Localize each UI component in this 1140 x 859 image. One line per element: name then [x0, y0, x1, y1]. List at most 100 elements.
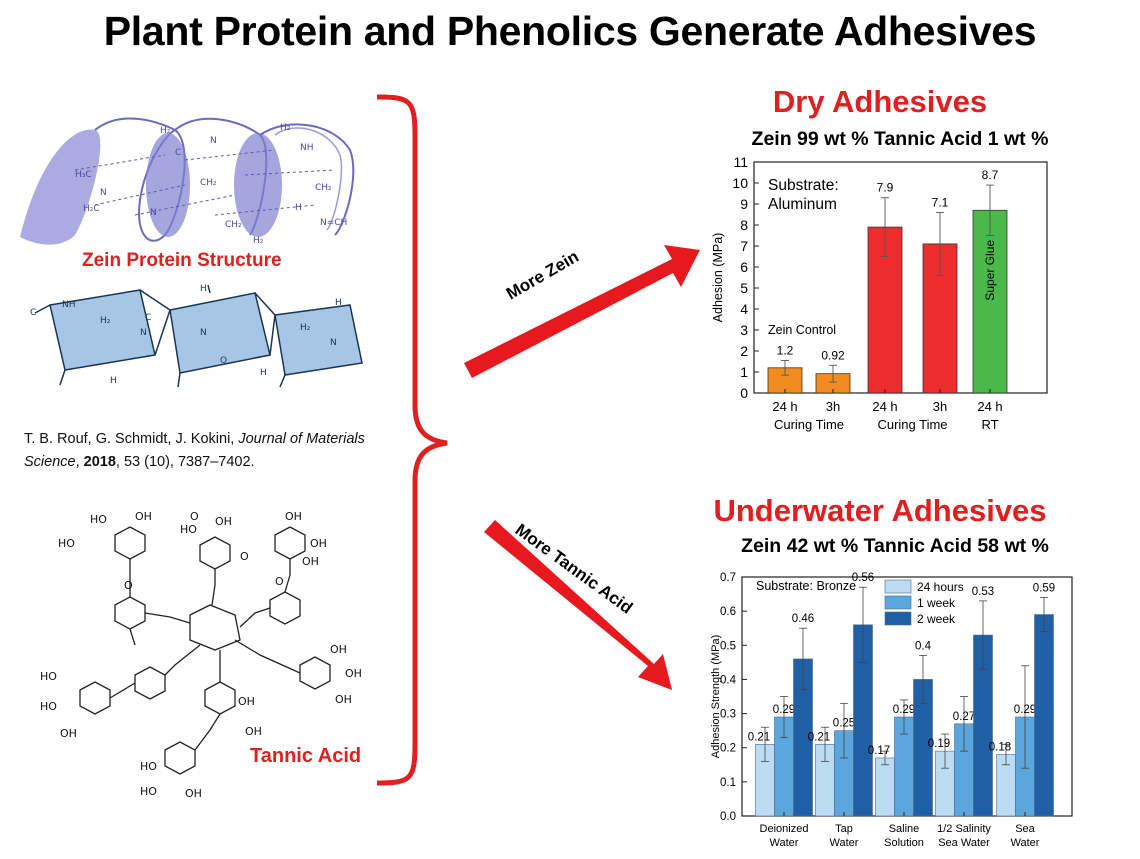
- dry-y-tick-label: 5: [740, 280, 748, 296]
- svg-text:H₂: H₂: [100, 316, 111, 326]
- svg-text:HO: HO: [40, 670, 57, 683]
- svg-text:H₂: H₂: [280, 123, 291, 133]
- dry-adhesives-title: Dry Adhesives: [772, 84, 988, 119]
- uw-y-tick-label: 0.4: [720, 674, 737, 686]
- dry-x-tick-label: 3h: [826, 399, 840, 414]
- svg-text:H: H: [110, 376, 117, 386]
- underwater-adhesives-subtitle: Zein 42 wt % Tannic Acid 58 wt %: [741, 535, 1049, 557]
- svg-text:O: O: [124, 579, 133, 592]
- underwater-adhesives-title: Underwater Adhesives: [713, 493, 1047, 528]
- svg-text:HO: HO: [140, 785, 157, 798]
- svg-text:HO: HO: [40, 700, 57, 713]
- curly-brace: [376, 94, 448, 786]
- citation: T. B. Rouf, G. Schmidt, J. Kokini, Journ…: [24, 428, 414, 474]
- uw-data-label: 0.27: [953, 711, 975, 723]
- dry-x-tick-label: 3h: [933, 399, 947, 414]
- svg-text:H: H: [335, 298, 342, 308]
- dry-data-label: 7.1: [932, 195, 949, 209]
- dry-data-label: 0.92: [821, 348, 845, 362]
- dry-data-label: 1.2: [777, 343, 794, 357]
- uw-legend-label: 1 week: [917, 596, 956, 610]
- svg-text:OH: OH: [330, 643, 347, 656]
- dry-y-tick-label: 0: [740, 385, 748, 401]
- svg-text:N: N: [210, 136, 217, 146]
- more-tannic-arrow: [484, 520, 672, 690]
- dry-substrate-annotation: Substrate: Aluminum: [768, 177, 839, 213]
- uw-data-label: 0.4: [915, 641, 932, 653]
- uw-y-tick-label: 0.6: [720, 606, 736, 618]
- citation-authors: T. B. Rouf, G. Schmidt, J. Kokini,: [24, 431, 239, 447]
- svg-text:N: N: [150, 208, 157, 218]
- svg-text:OH: OH: [302, 555, 319, 568]
- uw-x-tick-label: Deionized Water: [760, 823, 809, 849]
- svg-text:OH: OH: [238, 695, 255, 708]
- uw-x-tick-label: 1/2 Salinity Sea Water: [937, 823, 991, 849]
- uw-legend-swatch: [884, 611, 912, 626]
- uw-data-label: 0.19: [928, 738, 950, 750]
- svg-text:H: H: [200, 284, 207, 294]
- uw-y-tick-label: 0.5: [720, 640, 736, 652]
- uw-data-label: 0.25: [833, 718, 855, 730]
- uw-x-tick-label: Saline Solution: [884, 823, 924, 849]
- dry-y-tick-label: 1: [740, 364, 748, 380]
- dry-bar-inner-label: Super Glue: [983, 240, 997, 301]
- dry-y-tick-label: 3: [740, 322, 748, 338]
- uw-data-label: 0.29: [773, 704, 795, 716]
- svg-text:H₂: H₂: [300, 323, 311, 333]
- svg-text:HO: HO: [90, 513, 107, 526]
- uw-data-label: 0.21: [808, 731, 830, 743]
- svg-text:OH: OH: [245, 725, 262, 738]
- svg-text:C: C: [175, 148, 181, 158]
- uw-y-axis-label: Adhesion Strength (MPa): [710, 635, 722, 759]
- svg-text:O: O: [275, 575, 284, 588]
- svg-text:OH: OH: [335, 693, 352, 706]
- svg-text:N: N: [140, 328, 147, 338]
- uw-data-label: 0.21: [748, 731, 770, 743]
- dry-y-axis-label: Adhesion (MPa): [711, 233, 725, 323]
- uw-data-label: 0.59: [1033, 582, 1055, 594]
- uw-y-tick-label: 0.7: [720, 572, 736, 584]
- uw-y-tick-label: 0.0: [720, 811, 736, 823]
- svg-text:C: C: [145, 313, 151, 323]
- svg-text:CH₂: CH₂: [225, 220, 242, 230]
- uw-bar: [1034, 614, 1054, 817]
- svg-text:N: N: [330, 338, 337, 348]
- dry-y-tick-label: 4: [740, 301, 748, 317]
- uw-data-label: 0.46: [792, 613, 814, 625]
- uw-data-label: 0.18: [989, 742, 1011, 754]
- citation-rest: , 53 (10), 7387–7402.: [115, 454, 255, 470]
- svg-text:O: O: [190, 510, 199, 523]
- dry-data-label: 8.7: [982, 168, 999, 182]
- svg-text:H₂: H₂: [160, 126, 171, 136]
- dry-y-tick-label: 8: [740, 217, 748, 233]
- svg-text:HO: HO: [140, 760, 157, 773]
- dry-group-label: Curing Time: [877, 417, 947, 432]
- svg-text:O: O: [220, 356, 227, 366]
- svg-text:H₃C: H₃C: [75, 170, 92, 180]
- svg-text:OH: OH: [310, 537, 327, 550]
- dry-y-tick-label: 10: [732, 175, 748, 191]
- uw-data-label: 0.56: [852, 572, 874, 584]
- svg-text:CH₂: CH₂: [315, 183, 332, 193]
- uw-data-label: 0.17: [868, 745, 890, 757]
- zein-structure-label: Zein Protein Structure: [82, 250, 282, 271]
- citation-year: 2018: [83, 454, 116, 470]
- svg-text:OH: OH: [285, 510, 302, 523]
- citation-sep: ,: [75, 454, 84, 470]
- svg-text:N: N: [200, 328, 207, 338]
- dry-y-tick-label: 11: [733, 154, 748, 170]
- uw-legend-swatch: [884, 579, 912, 594]
- svg-text:HO: HO: [58, 537, 75, 550]
- dry-x-tick-label: 24 h: [977, 399, 1002, 414]
- svg-text:OH: OH: [185, 787, 202, 800]
- svg-text:H: H: [295, 203, 302, 213]
- uw-bar: [875, 757, 895, 817]
- svg-text:O: O: [240, 550, 249, 563]
- svg-text:NH: NH: [62, 300, 76, 310]
